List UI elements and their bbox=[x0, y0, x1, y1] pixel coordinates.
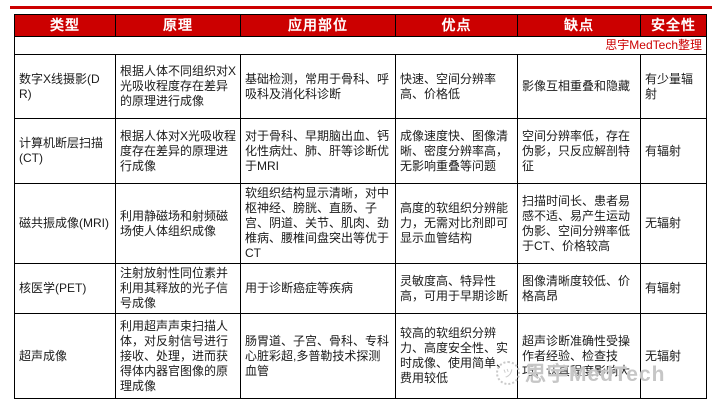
cell-pros: 较高的软组织分辨力、高度安全性、实时成像、使用简单、费用较低 bbox=[395, 313, 518, 399]
table-row-ultrasound: 超声成像 利用超声声束扫描人体，对反射信号进行接收、处理，进而获得体内器官图像的… bbox=[14, 313, 707, 399]
cell-safety: 无辐射 bbox=[640, 313, 707, 399]
cell-cons: 超声诊断准确性受操作者经验、检查技巧、认真程度影响大 bbox=[517, 313, 641, 399]
top-red-divider bbox=[10, 6, 712, 9]
table-row-mri: 磁共振成像(MRI) 利用静磁场和射频磁场使人体组织成像 软组织结构显示清晰，对… bbox=[14, 183, 707, 264]
cell-cons: 图像清晰度较低、价格高昂 bbox=[517, 263, 641, 314]
cell-application: 软组织结构显示清晰，对中枢神经、膀胱、直肠、子宫、阴道、关节、肌肉、劲椎病、腰椎… bbox=[240, 183, 396, 264]
credit-note: 思宇MedTech整理 bbox=[14, 36, 707, 55]
cell-application: 对于骨科、早期脑出血、钙化性病灶、肺、肝等诊断优于MRI bbox=[240, 118, 396, 184]
cell-pros: 高度的软组织分辨能力，无需对比剂即可显示血管结构 bbox=[395, 183, 518, 264]
imaging-comparison-table: 类型 原理 应用部位 优点 缺点 安全性 思宇MedTech整理 数字X线摄影(… bbox=[14, 14, 707, 399]
header-pros: 优点 bbox=[395, 14, 518, 37]
cell-type: 核医学(PET) bbox=[14, 263, 116, 314]
cell-type: 磁共振成像(MRI) bbox=[14, 183, 116, 264]
cell-cons: 影像互相重叠和隐藏 bbox=[517, 54, 641, 119]
cell-pros: 快速、空间分辨率高、价格低 bbox=[395, 54, 518, 119]
cell-pros: 灵敏度高、特异性高，可用于早期诊断 bbox=[395, 263, 518, 314]
cell-principle: 根据人体不同组织对X光吸收程度存在差异的原理进行成像 bbox=[115, 54, 241, 119]
header-principle: 原理 bbox=[115, 14, 241, 37]
cell-safety: 有辐射 bbox=[640, 118, 707, 184]
cell-safety: 有辐射 bbox=[640, 263, 707, 314]
cell-principle: 根据人体对X光吸收程度存在差异的原理进行成像 bbox=[115, 118, 241, 184]
cell-application: 肠胃道、子宫、骨科、专科心脏彩超,多普勒技术探测血管 bbox=[240, 313, 396, 399]
header-row: 类型 原理 应用部位 优点 缺点 安全性 bbox=[14, 14, 707, 37]
cell-cons: 扫描时间长、患者易感不适、易产生运动伪影、空间分辨率低于CT、价格较高 bbox=[517, 183, 641, 264]
cell-pros: 成像速度快、图像清晰、密度分辨率高，无影响重叠等问题 bbox=[395, 118, 518, 184]
cell-type: 计算机断层扫描(CT) bbox=[14, 118, 116, 184]
header-application: 应用部位 bbox=[240, 14, 396, 37]
cell-principle: 利用超声声束扫描人体，对反射信号进行接收、处理，进而获得体内器官图像的原理成像 bbox=[115, 313, 241, 399]
table-row-ct: 计算机断层扫描(CT) 根据人体对X光吸收程度存在差异的原理进行成像 对于骨科、… bbox=[14, 118, 707, 184]
credit-row: 思宇MedTech整理 bbox=[14, 36, 707, 55]
header-safety: 安全性 bbox=[640, 14, 707, 37]
cell-safety: 无辐射 bbox=[640, 183, 707, 264]
table-row-dr: 数字X线摄影(DR) 根据人体不同组织对X光吸收程度存在差异的原理进行成像 基础… bbox=[14, 54, 707, 119]
header-cons: 缺点 bbox=[517, 14, 641, 37]
cell-application: 用于诊断癌症等疾病 bbox=[240, 263, 396, 314]
header-type: 类型 bbox=[14, 14, 116, 37]
cell-safety: 有少量辐射 bbox=[640, 54, 707, 119]
cell-principle: 注射放射性同位素并利用其释放的光子信号成像 bbox=[115, 263, 241, 314]
cell-type: 数字X线摄影(DR) bbox=[14, 54, 116, 119]
table-row-pet: 核医学(PET) 注射放射性同位素并利用其释放的光子信号成像 用于诊断癌症等疾病… bbox=[14, 263, 707, 314]
cell-type: 超声成像 bbox=[14, 313, 116, 399]
cell-application: 基础检测，常用于骨科、呼吸科及消化科诊断 bbox=[240, 54, 396, 119]
cell-cons: 空间分辨率低，存在伪影，只反应解剖特征 bbox=[517, 118, 641, 184]
cell-principle: 利用静磁场和射频磁场使人体组织成像 bbox=[115, 183, 241, 264]
